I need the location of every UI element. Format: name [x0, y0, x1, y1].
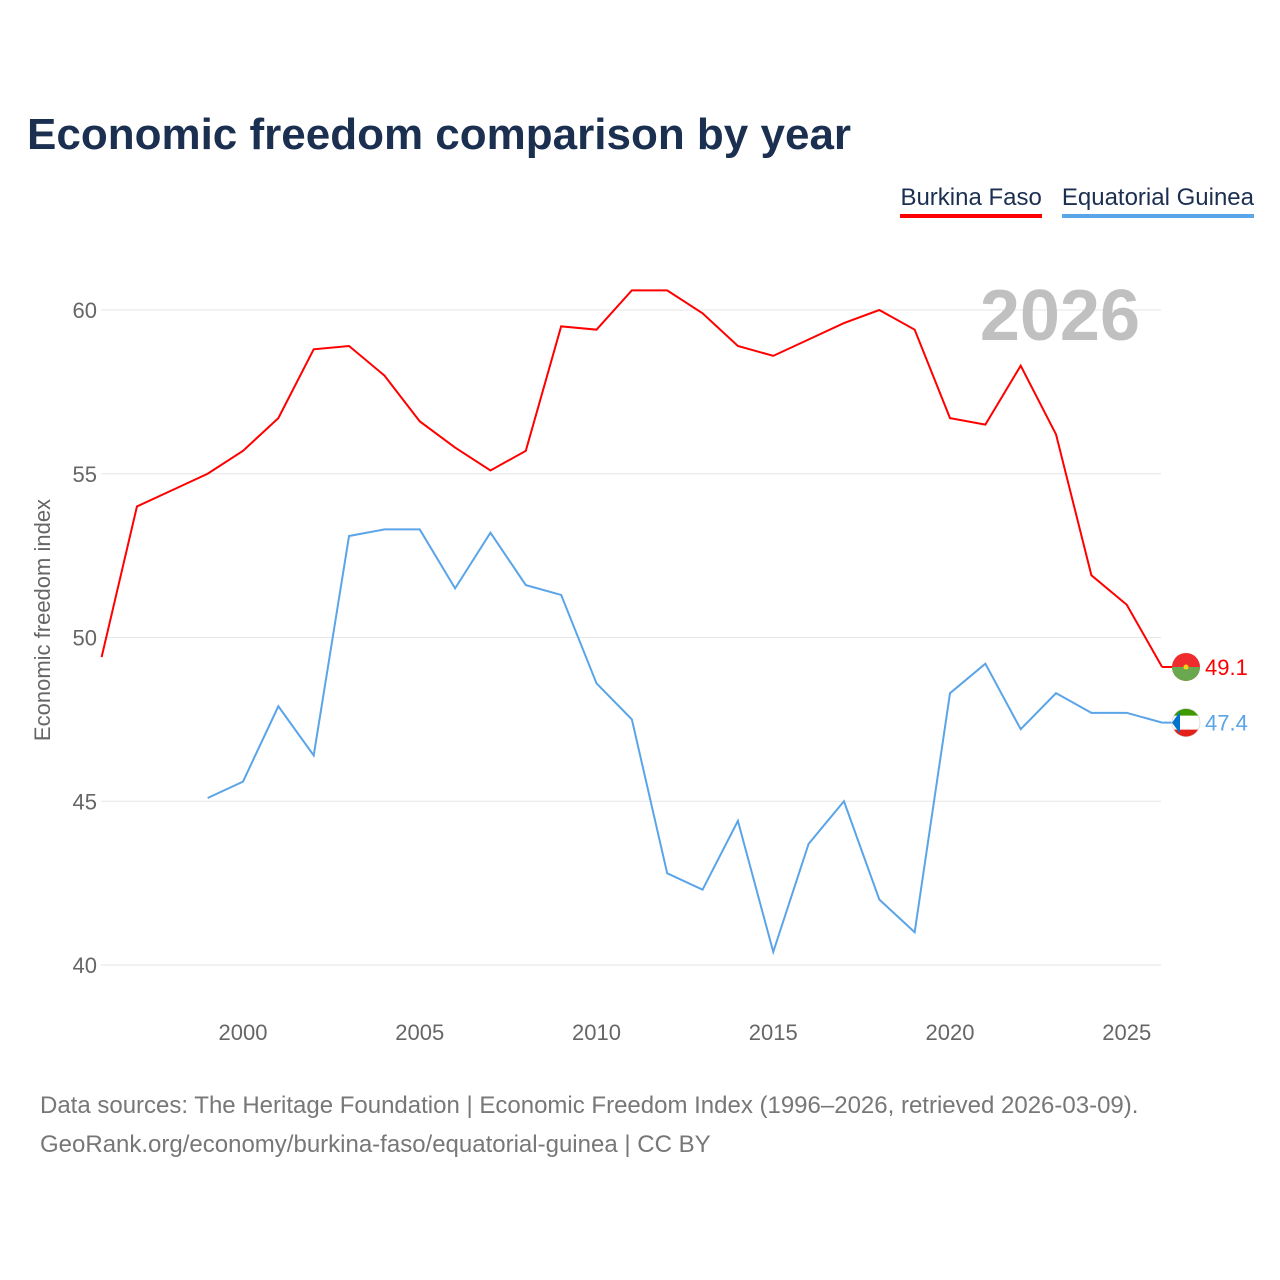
flag-icon-part	[1174, 729, 1198, 737]
x-tick-label: 2015	[749, 1020, 798, 1045]
legend-equatorial-guinea[interactable]: Equatorial Guinea	[1061, 184, 1254, 218]
series-line-equatorial-guinea	[207, 528, 1163, 956]
end-value-label: 47.4	[1205, 711, 1248, 736]
source-text: Data sources: The Heritage Foundation | …	[40, 1092, 1139, 1119]
year-watermark: 2026	[980, 276, 1140, 356]
y-tick-label: 40	[73, 953, 97, 978]
flag-icon-part	[1172, 711, 1180, 734]
x-tick-label: 2005	[395, 1020, 444, 1045]
footer: Data sources: The Heritage Foundation | …	[40, 1086, 1138, 1164]
flag-star	[1183, 664, 1189, 670]
flag-icon-part	[1172, 666, 1200, 681]
legend: Burkina Faso Equatorial Guinea	[900, 184, 1254, 218]
series-line-burkina-faso	[100, 289, 1163, 668]
flag-icon-part	[1174, 708, 1198, 716]
x-tick-label: 2010	[572, 1020, 621, 1045]
y-tick-label: 60	[73, 298, 97, 323]
y-axis-label: Economic freedom index	[30, 499, 55, 741]
y-tick-label: 50	[73, 626, 97, 651]
y-tick-label: 55	[73, 462, 97, 487]
chart-title: Economic freedom comparison by year	[27, 110, 852, 159]
legend-burkina-faso[interactable]: Burkina Faso	[900, 184, 1042, 218]
x-tick-label: 2000	[219, 1020, 268, 1045]
x-tick-label: 2025	[1102, 1020, 1151, 1045]
end-value-label: 49.1	[1205, 655, 1248, 680]
x-tick-label: 2020	[926, 1020, 975, 1045]
source-link[interactable]: GeoRank.org/economy/burkina-faso/equator…	[40, 1131, 711, 1158]
y-tick-label: 45	[73, 789, 97, 814]
